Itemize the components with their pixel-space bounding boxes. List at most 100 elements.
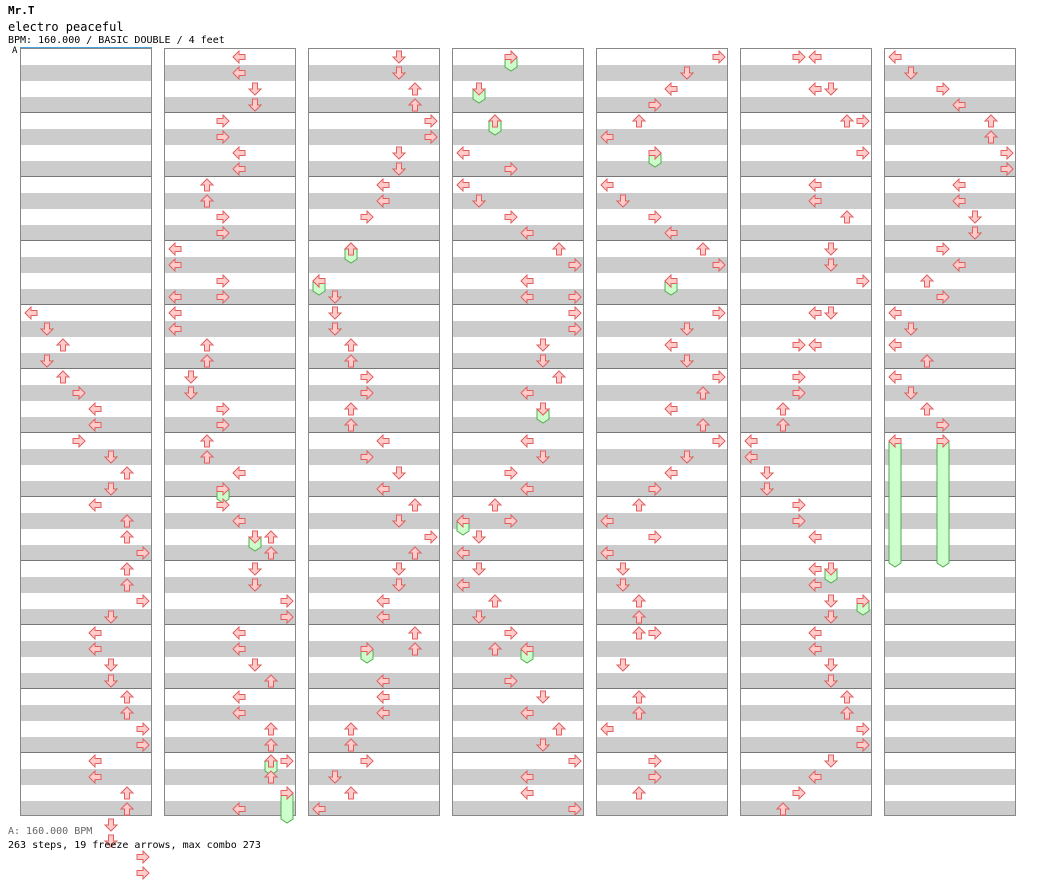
- right-arrow-icon: [648, 481, 662, 497]
- down-arrow-icon: [391, 465, 407, 480]
- right-arrow-icon: [72, 433, 86, 449]
- measure-line: [741, 560, 871, 561]
- right-arrow-icon: [504, 161, 518, 177]
- down-arrow-icon: [535, 337, 551, 352]
- right-arrow-icon: [648, 753, 662, 769]
- down-arrow-icon: [103, 833, 119, 848]
- measure-line: [597, 368, 727, 369]
- measure-line: [309, 112, 439, 113]
- down-arrow-icon: [679, 449, 695, 464]
- measure-line: [741, 752, 871, 753]
- left-arrow-icon: [600, 129, 614, 145]
- up-arrow-icon: [631, 785, 647, 800]
- left-arrow-icon: [664, 465, 678, 481]
- left-arrow-icon: [952, 193, 966, 209]
- measure-line: [165, 304, 295, 305]
- measure-line: [885, 496, 1015, 497]
- left-arrow-icon: [520, 705, 534, 721]
- down-arrow-icon: [615, 561, 631, 576]
- up-arrow-icon: [839, 209, 855, 224]
- measure-line: [885, 752, 1015, 753]
- down-arrow-icon: [535, 689, 551, 704]
- left-arrow-icon: [808, 577, 822, 593]
- up-arrow-icon: [631, 113, 647, 128]
- measure-line: [21, 752, 151, 753]
- left-arrow-icon: [888, 337, 902, 353]
- measure-line: [309, 752, 439, 753]
- measure-line: [165, 688, 295, 689]
- down-arrow-icon: [903, 65, 919, 80]
- right-arrow-icon: [856, 145, 870, 161]
- down-arrow-icon: [391, 513, 407, 528]
- down-arrow-icon: [247, 561, 263, 576]
- measure-line: [453, 176, 583, 177]
- right-arrow-icon: [216, 417, 230, 433]
- down-arrow-icon: [823, 81, 839, 96]
- up-arrow-icon: [695, 417, 711, 432]
- measure-line: [885, 368, 1015, 369]
- right-arrow-icon: [136, 545, 150, 561]
- left-arrow-icon: [664, 225, 678, 241]
- up-arrow-icon: [343, 737, 359, 752]
- up-arrow-icon: [919, 401, 935, 416]
- up-arrow-icon: [119, 577, 135, 592]
- measure-line: [21, 176, 151, 177]
- right-arrow-icon: [712, 433, 726, 449]
- measure-line: [741, 240, 871, 241]
- left-arrow-icon: [808, 769, 822, 785]
- measure-line: [453, 112, 583, 113]
- down-arrow-icon: [103, 609, 119, 624]
- right-arrow-icon: [280, 785, 294, 801]
- right-arrow-icon: [648, 529, 662, 545]
- down-arrow-icon: [103, 657, 119, 672]
- left-arrow-icon: [88, 769, 102, 785]
- right-arrow-icon: [648, 145, 662, 161]
- left-arrow-icon: [520, 641, 534, 657]
- left-arrow-icon: [664, 337, 678, 353]
- down-arrow-icon: [103, 673, 119, 688]
- measure-line: [885, 432, 1015, 433]
- right-arrow-icon: [216, 113, 230, 129]
- right-arrow-icon: [216, 401, 230, 417]
- up-arrow-icon: [343, 417, 359, 432]
- measure-line: [21, 688, 151, 689]
- down-arrow-icon: [247, 97, 263, 112]
- down-arrow-icon: [471, 193, 487, 208]
- up-arrow-icon: [263, 721, 279, 736]
- down-arrow-icon: [823, 257, 839, 272]
- right-arrow-icon: [216, 273, 230, 289]
- down-arrow-icon: [759, 481, 775, 496]
- left-arrow-icon: [520, 225, 534, 241]
- left-arrow-icon: [808, 81, 822, 97]
- measure-line: [165, 624, 295, 625]
- up-arrow-icon: [343, 401, 359, 416]
- left-arrow-icon: [88, 497, 102, 513]
- down-arrow-icon: [535, 353, 551, 368]
- measure-line: [741, 304, 871, 305]
- down-arrow-icon: [759, 465, 775, 480]
- chart-column-6: [740, 48, 872, 816]
- left-arrow-icon: [88, 641, 102, 657]
- up-arrow-icon: [775, 401, 791, 416]
- right-arrow-icon: [360, 369, 374, 385]
- right-arrow-icon: [360, 449, 374, 465]
- left-arrow-icon: [376, 193, 390, 209]
- up-arrow-icon: [631, 497, 647, 512]
- left-arrow-icon: [456, 545, 470, 561]
- right-arrow-icon: [216, 289, 230, 305]
- chart-stats: 263 steps, 19 freeze arrows, max combo 2…: [8, 840, 261, 851]
- up-arrow-icon: [919, 273, 935, 288]
- right-arrow-icon: [856, 113, 870, 129]
- right-arrow-icon: [792, 49, 806, 65]
- down-arrow-icon: [471, 81, 487, 96]
- measure-line: [309, 304, 439, 305]
- down-arrow-icon: [327, 769, 343, 784]
- right-arrow-icon: [1000, 161, 1014, 177]
- left-arrow-icon: [600, 721, 614, 737]
- right-arrow-icon: [504, 673, 518, 689]
- down-arrow-icon: [823, 593, 839, 608]
- right-arrow-icon: [936, 433, 950, 449]
- measure-line: [597, 304, 727, 305]
- up-arrow-icon: [407, 97, 423, 112]
- right-arrow-icon: [856, 737, 870, 753]
